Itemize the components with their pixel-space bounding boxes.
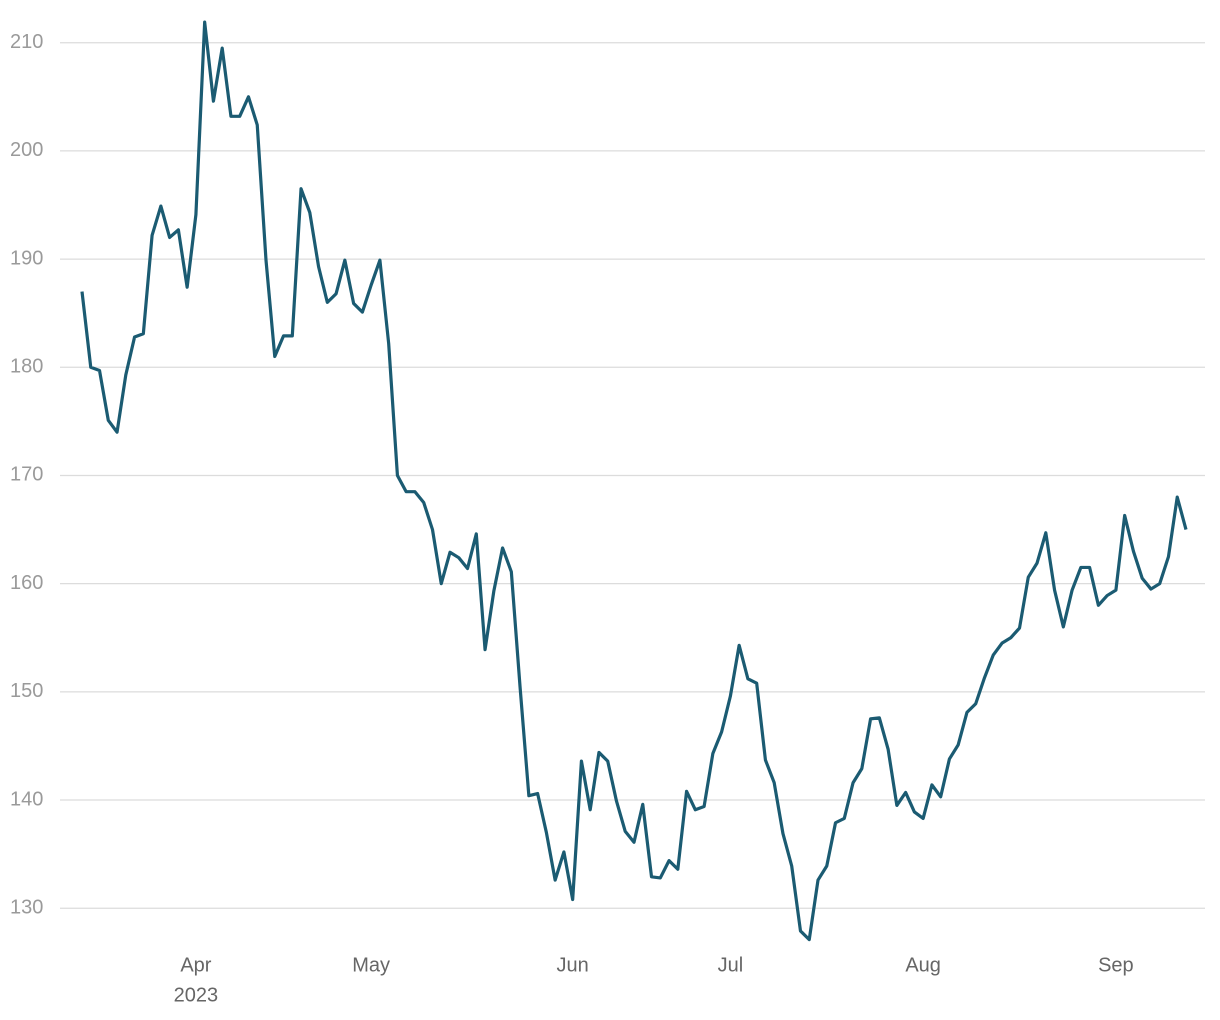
- y-tick-label: 150: [10, 680, 43, 702]
- price-line: [80, 20, 1188, 942]
- y-tick-label: 160: [10, 572, 43, 594]
- x-tick-label: Apr: [180, 954, 211, 976]
- y-tick-label: 180: [10, 356, 43, 378]
- y-tick-label: 190: [10, 247, 43, 269]
- y-tick-label: 130: [10, 896, 43, 918]
- x-tick-label: May: [352, 954, 390, 976]
- y-tick-label: 210: [10, 31, 43, 53]
- y-tick-label: 140: [10, 788, 43, 810]
- x-tick-label: Sep: [1098, 954, 1134, 976]
- x-tick-label: Jul: [718, 954, 744, 976]
- x-tick-label: Aug: [905, 954, 941, 976]
- y-tick-label: 170: [10, 464, 43, 486]
- x-tick-label: Jun: [557, 954, 589, 976]
- x-year-label: 2023: [174, 984, 219, 1006]
- y-tick-label: 200: [10, 139, 43, 161]
